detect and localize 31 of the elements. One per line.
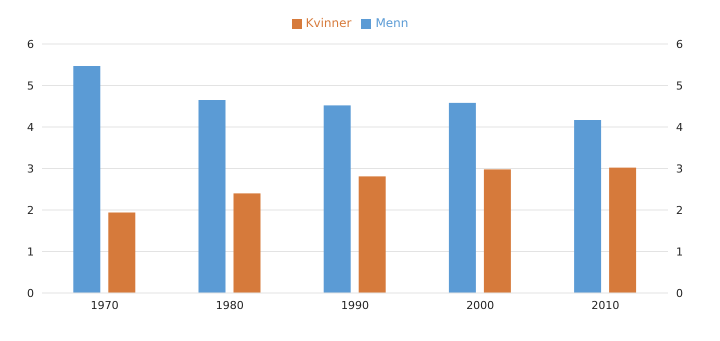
x-tick-label: 2010 bbox=[591, 298, 620, 312]
x-tick-label: 2000 bbox=[466, 298, 494, 312]
x-tick-label: 1980 bbox=[216, 298, 244, 312]
y-tick-label: 0 bbox=[27, 286, 34, 300]
bar bbox=[324, 105, 351, 293]
bar bbox=[609, 168, 636, 293]
x-tick-label: 1990 bbox=[341, 298, 369, 312]
bar bbox=[358, 176, 386, 293]
bar bbox=[448, 102, 476, 293]
bar bbox=[108, 212, 136, 293]
y2-tick-label: 4 bbox=[676, 120, 683, 134]
y2-tick-label: 0 bbox=[676, 286, 683, 300]
bar bbox=[574, 120, 602, 293]
y2-tick-label: 3 bbox=[676, 162, 683, 176]
y-tick-label: 5 bbox=[27, 79, 34, 92]
y2-tick-label: 5 bbox=[676, 79, 683, 92]
y-tick-label: 4 bbox=[27, 120, 34, 134]
y2-tick-label: 6 bbox=[676, 38, 683, 51]
bar bbox=[234, 193, 260, 293]
legend-label: Menn bbox=[375, 16, 408, 30]
bar bbox=[73, 66, 100, 293]
y-tick-label: 3 bbox=[27, 162, 34, 176]
y2-tick-label: 2 bbox=[676, 204, 683, 217]
y-tick-label: 6 bbox=[27, 38, 34, 51]
bar bbox=[198, 100, 226, 293]
bar bbox=[484, 169, 511, 293]
x-tick-label: 1970 bbox=[90, 298, 119, 312]
y-tick-label: 2 bbox=[27, 204, 34, 217]
legend-label: Kvinner bbox=[306, 16, 352, 30]
y-tick-label: 1 bbox=[27, 245, 34, 258]
y2-tick-label: 1 bbox=[676, 245, 683, 258]
